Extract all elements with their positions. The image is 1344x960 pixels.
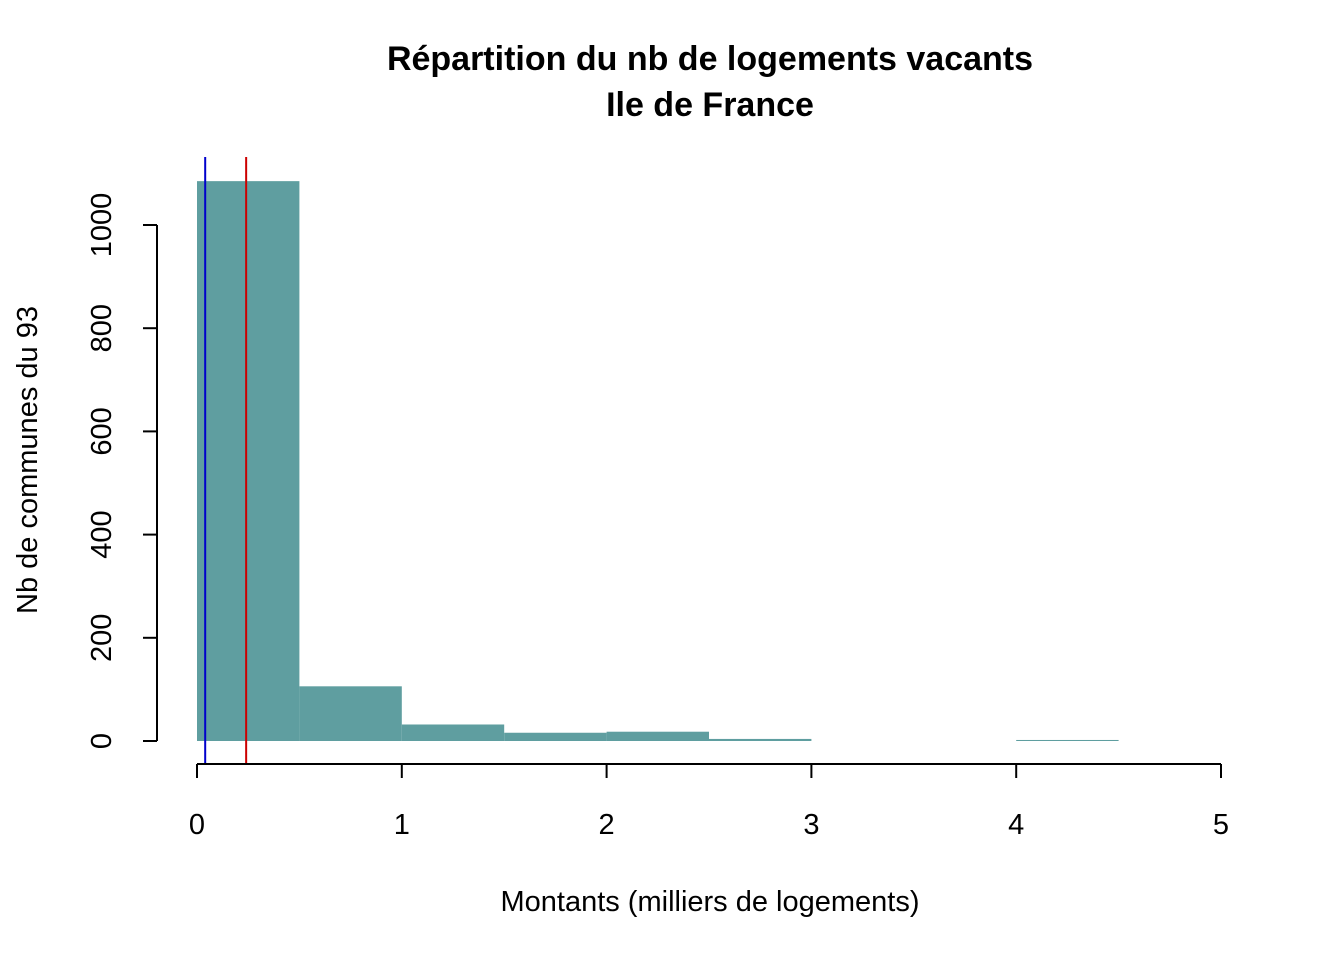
histogram-bar	[504, 732, 607, 741]
y-axis-label: Nb de communes du 93	[12, 306, 44, 614]
y-tick-label: 1000	[86, 193, 118, 258]
x-axis-label: Montants (milliers de logements)	[500, 886, 919, 918]
x-tick-label: 1	[394, 809, 410, 841]
chart-title: Répartition du nb de logements vacants	[387, 40, 1033, 78]
reference-lines-group	[204, 157, 248, 764]
x-tick-label: 4	[1008, 809, 1024, 841]
histogram-bar	[1016, 739, 1119, 741]
y-tick-label: 800	[86, 304, 118, 352]
histogram-bar	[197, 181, 300, 741]
x-tick-label: 0	[189, 809, 205, 841]
x-tick-label: 2	[599, 809, 615, 841]
x-axis: 0 1 2 3 4 5	[189, 763, 1229, 841]
y-tick-label: 0	[86, 733, 118, 749]
y-axis: 0 200 400 600 800 1000	[86, 193, 158, 749]
y-tick-label: 600	[86, 407, 118, 455]
histogram-bar	[401, 724, 505, 741]
chart-subtitle: Ile de France	[606, 86, 814, 124]
x-tick-label: 5	[1213, 809, 1229, 841]
y-tick-label: 200	[86, 614, 118, 662]
histogram-bar	[299, 686, 402, 741]
histogram-bar	[606, 731, 709, 741]
x-tick-label: 3	[803, 809, 819, 841]
histogram-bar	[709, 738, 812, 741]
bars-group	[197, 181, 1119, 741]
y-tick-label: 400	[86, 510, 118, 558]
